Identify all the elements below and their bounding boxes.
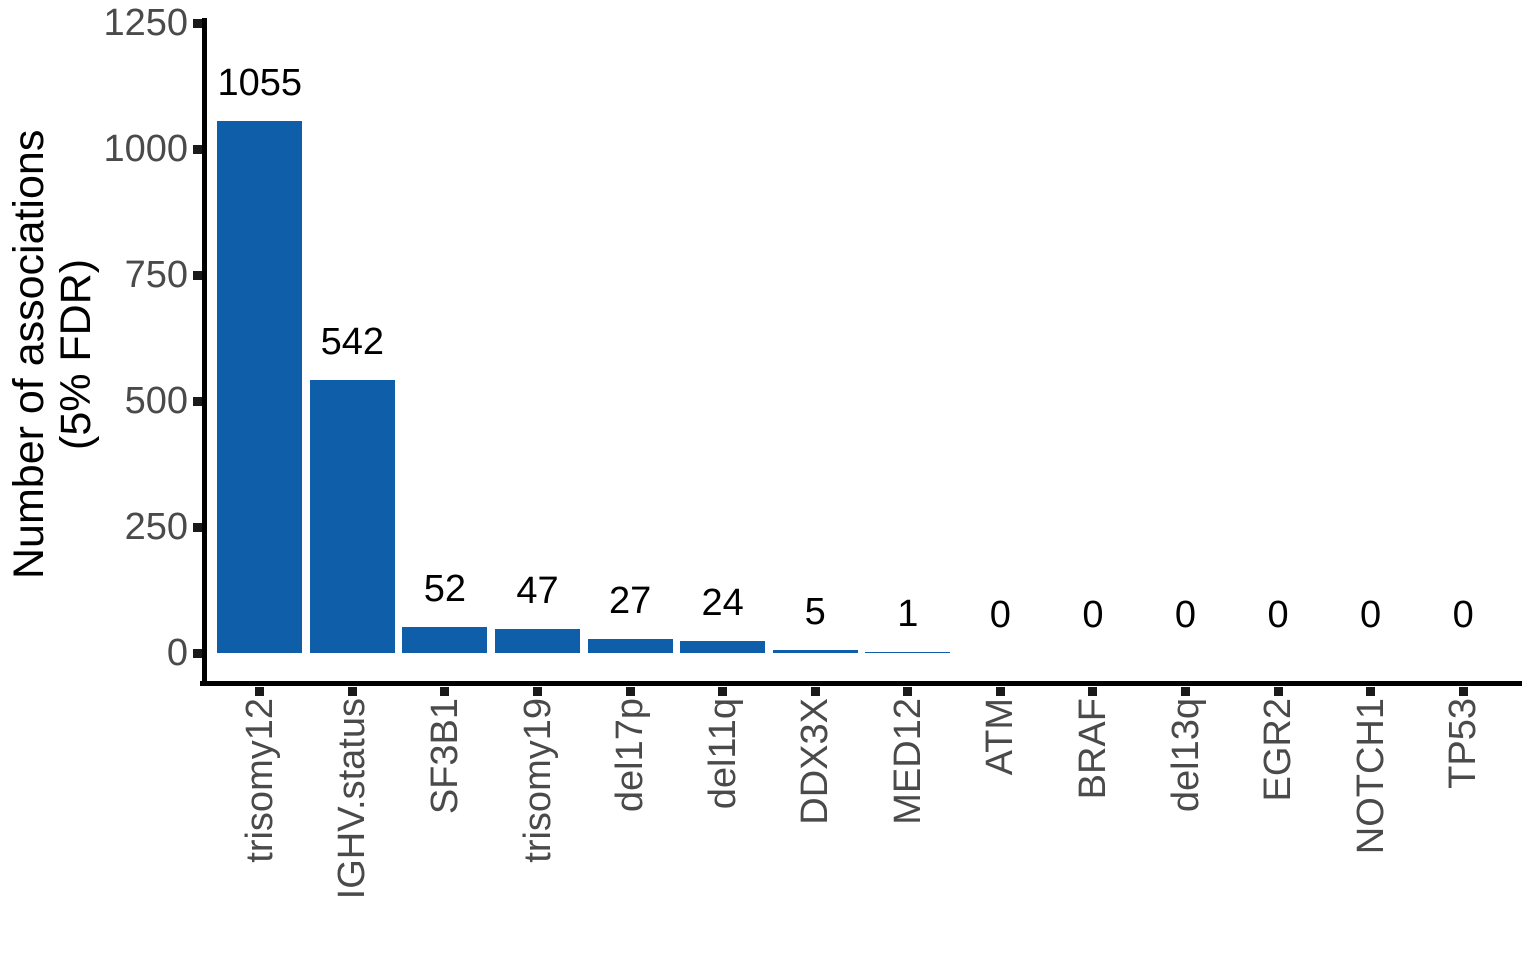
bar-value-label-trisomy12: 1055 (217, 62, 303, 105)
x-axis-label-ATM: ATM (979, 698, 1022, 776)
bar-trisomy12 (217, 121, 303, 653)
x-axis-line (200, 681, 1522, 686)
y-tick-label: 1000 (103, 128, 188, 170)
y-tick-mark (193, 18, 202, 28)
bar-del17p (587, 639, 673, 653)
x-tick-mark (903, 687, 913, 696)
x-tick-mark (718, 687, 728, 696)
bar-value-label-BRAF: 0 (1082, 594, 1104, 636)
y-tick-mark (193, 522, 202, 532)
bar-del11q (680, 640, 766, 653)
y-tick-label: 0 (166, 632, 188, 674)
x-tick-mark (1458, 687, 1468, 696)
x-tick-mark (1181, 687, 1190, 696)
bar-value-label-del17p: 27 (608, 580, 652, 623)
y-tick-label: 1250 (103, 2, 188, 44)
x-axis-label-trisomy19: trisomy19 (516, 698, 559, 863)
x-tick-mark (1088, 687, 1098, 696)
bar-value-label-trisomy19: 47 (516, 570, 559, 613)
x-axis-label-NOTCH1: NOTCH1 (1349, 698, 1392, 855)
x-axis-label-del17p: del17p (609, 698, 652, 813)
y-tick-label: 250 (124, 506, 188, 548)
bar-value-label-NOTCH1: 0 (1360, 594, 1382, 636)
bar-value-label-IGHV.status: 542 (320, 320, 385, 363)
y-tick-mark (193, 648, 202, 658)
bar-value-label-DDX3X: 5 (804, 591, 826, 634)
x-axis-label-EGR2: EGR2 (1257, 698, 1300, 802)
bar-value-label-EGR2: 0 (1267, 594, 1289, 636)
x-tick-mark (255, 687, 265, 696)
bar-value-label-MED12: 1 (897, 593, 919, 636)
x-tick-mark (995, 687, 1005, 696)
x-tick-mark (347, 687, 357, 696)
x-tick-mark (1273, 687, 1283, 696)
bar-DDX3X (772, 650, 858, 653)
x-axis-label-SF3B1: SF3B1 (423, 698, 466, 815)
bar-MED12 (865, 652, 951, 653)
bar-value-label-ATM: 0 (989, 594, 1011, 636)
x-tick-mark (440, 687, 450, 696)
x-axis-label-DDX3X: DDX3X (794, 698, 837, 825)
bar-SF3B1 (402, 626, 488, 653)
bar-value-label-del13q: 0 (1174, 594, 1197, 636)
y-axis-title: Number of associations (5% FDR) (5, 8, 100, 700)
x-tick-mark (810, 687, 820, 696)
x-tick-mark (625, 687, 635, 696)
x-tick-mark (533, 687, 542, 696)
bar-trisomy19 (495, 629, 580, 653)
y-tick-label: 750 (124, 254, 188, 296)
x-axis-label-del11q: del11q (701, 698, 744, 810)
y-axis-title-line2: (5% FDR) (52, 258, 100, 450)
x-axis-label-trisomy12: trisomy12 (238, 698, 281, 863)
x-axis-label-MED12: MED12 (886, 698, 929, 825)
bar-IGHV.status (309, 379, 395, 653)
y-tick-mark (193, 270, 202, 280)
bar-value-label-del11q: 24 (701, 581, 744, 624)
x-axis-label-IGHV.status: IGHV.status (331, 698, 374, 900)
y-tick-mark (193, 396, 202, 406)
x-tick-mark (1366, 687, 1376, 696)
bar-value-label-TP53: 0 (1452, 594, 1474, 636)
y-tick-label: 500 (124, 380, 188, 422)
x-axis-label-del13q: del13q (1164, 698, 1207, 813)
x-axis-label-BRAF: BRAF (1071, 698, 1114, 800)
y-axis-title-line1: Number of associations (5, 129, 53, 579)
y-tick-mark (193, 144, 202, 154)
bar-value-label-SF3B1: 52 (423, 567, 467, 610)
y-axis-line (202, 18, 207, 686)
x-axis-label-TP53: TP53 (1442, 698, 1485, 789)
